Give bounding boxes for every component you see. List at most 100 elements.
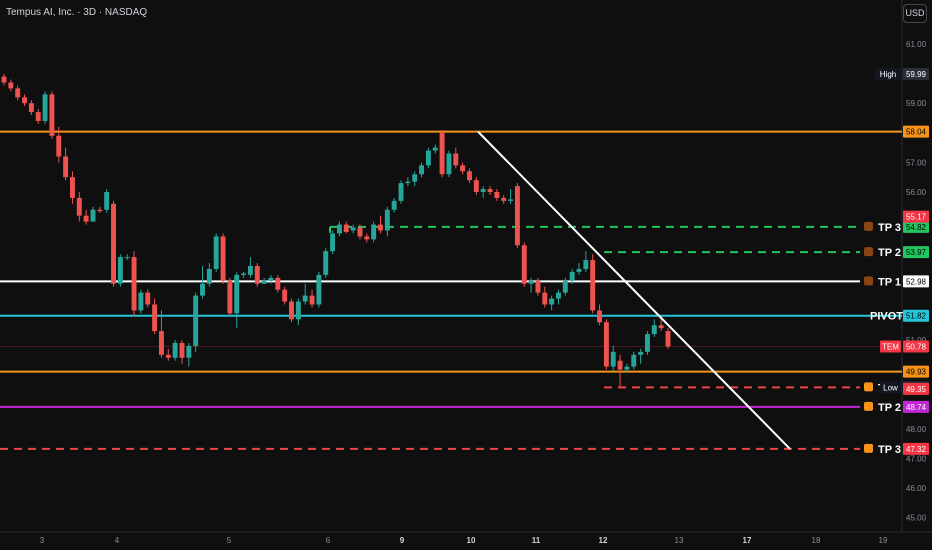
candle xyxy=(501,194,507,204)
candle-body xyxy=(261,280,267,284)
candle-body xyxy=(460,165,466,172)
candle xyxy=(76,192,82,222)
lower-red-label-box xyxy=(903,382,929,395)
candle-body xyxy=(323,251,329,275)
trendline-group[interactable] xyxy=(477,130,791,450)
candle xyxy=(35,109,41,124)
candle-body xyxy=(213,236,219,269)
candle xyxy=(104,189,110,213)
candle xyxy=(302,283,308,305)
candle xyxy=(97,206,103,213)
candle-body xyxy=(8,82,14,89)
long-tp3-price-label-box xyxy=(903,220,929,233)
time-tick-label: 13 xyxy=(675,536,684,545)
candle xyxy=(562,277,568,296)
candle-body xyxy=(467,171,472,181)
candle-body xyxy=(268,277,274,281)
price-tick-label: 47.00 xyxy=(906,454,927,463)
candle-body xyxy=(378,224,383,231)
candle xyxy=(330,230,336,255)
time-tick-label: 18 xyxy=(812,536,821,545)
price-tick-label: 57.00 xyxy=(906,158,927,167)
resistance-price-label-value: 58.04 xyxy=(906,128,927,137)
candle xyxy=(487,186,493,195)
high-label-box xyxy=(903,67,929,80)
candle-body xyxy=(49,94,55,136)
candle xyxy=(56,126,62,163)
candle-body xyxy=(357,227,363,237)
candle-body xyxy=(603,322,609,367)
candle xyxy=(275,274,281,293)
long-tp3-tag: TP 3 xyxy=(878,222,901,234)
candle xyxy=(658,319,664,332)
price-tick-label: 45.00 xyxy=(906,514,927,523)
candle-body xyxy=(556,292,561,299)
low-label-tag: Low xyxy=(880,381,901,394)
symbol-title: Tempus AI, Inc. · 3D · NASDAQ xyxy=(6,7,148,18)
candle-body xyxy=(295,301,301,320)
time-tick-label: 4 xyxy=(115,536,120,545)
candle xyxy=(364,233,370,243)
candle-body xyxy=(69,177,75,198)
candle xyxy=(28,100,34,116)
candle xyxy=(83,209,89,225)
long-tp1-tag: TP 1 xyxy=(878,276,901,288)
candle-body xyxy=(521,245,527,284)
lower-red-label: 49.35 xyxy=(903,382,929,395)
bull-icon xyxy=(864,276,873,286)
time-tick-label: 17 xyxy=(743,536,752,545)
candle xyxy=(631,351,637,370)
candle xyxy=(69,171,75,204)
price-axis[interactable]: 61.00 59.00 57.00 56.00 51.00 48.00 47.00 46.00… xyxy=(901,0,927,532)
time-tick-label: 9 xyxy=(400,536,405,545)
candle xyxy=(234,271,240,329)
candle xyxy=(165,348,171,361)
time-tick-label: 5 xyxy=(227,536,232,545)
candle-body xyxy=(665,331,671,347)
current-price-value: 50.78 xyxy=(906,343,927,352)
candle-body xyxy=(651,325,657,335)
long-tp1-price-label: 52.98 xyxy=(903,275,929,288)
candle xyxy=(117,254,123,287)
candle xyxy=(378,215,383,234)
candle xyxy=(460,162,466,175)
candle xyxy=(528,277,534,293)
candle xyxy=(158,310,164,358)
high-label-tag: High xyxy=(875,67,901,80)
candle-body xyxy=(480,189,486,192)
candle-body xyxy=(398,183,404,201)
currency-button[interactable]: USD xyxy=(903,4,927,23)
candle xyxy=(357,224,363,240)
time-tick-label: 10 xyxy=(467,536,476,545)
time-axis[interactable]: 3 4 5 6 9 10 11 12 13 17 18 19 xyxy=(0,531,932,545)
candle-body xyxy=(508,199,514,201)
bull-icon xyxy=(864,247,873,257)
high-label-tag-text: High xyxy=(880,70,896,79)
short-tp2-price-label-box xyxy=(903,400,929,413)
candle xyxy=(316,271,322,308)
candle xyxy=(131,251,137,317)
candle-body xyxy=(247,266,253,275)
candle-body xyxy=(42,94,48,121)
candle-body xyxy=(583,260,589,269)
candle xyxy=(638,348,644,364)
short-tp3-tag: TP 3 xyxy=(878,444,901,456)
candle xyxy=(268,274,274,284)
candle-body xyxy=(412,174,418,182)
candle xyxy=(220,233,226,284)
candle-body xyxy=(590,260,596,311)
short-tp2-tag: TP 2 xyxy=(878,402,901,414)
high-label: 59.99 xyxy=(903,67,929,80)
trendline[interactable] xyxy=(477,130,791,450)
high-label-value: 59.99 xyxy=(906,70,927,79)
candle xyxy=(535,277,541,296)
candle-body xyxy=(179,342,185,358)
candle-body xyxy=(138,292,144,311)
low-label-tag-box xyxy=(880,381,901,394)
candle-body xyxy=(186,345,192,358)
candle-body xyxy=(193,295,199,346)
candle-body xyxy=(227,280,233,314)
candle xyxy=(398,180,404,204)
pivot-price-label-value: 51.82 xyxy=(906,312,927,321)
